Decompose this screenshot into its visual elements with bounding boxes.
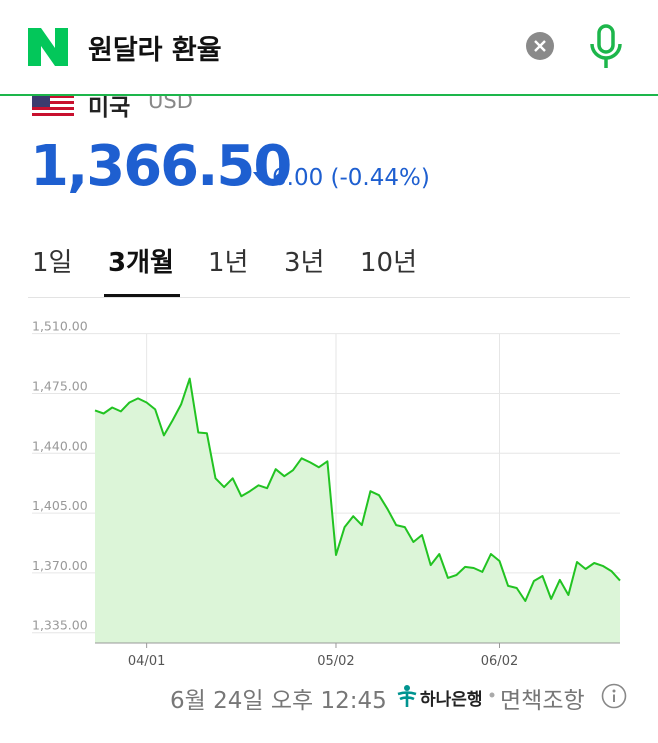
clear-button[interactable] [525, 31, 555, 61]
bank-logo [397, 685, 417, 707]
separator [489, 692, 495, 698]
period-tab[interactable]: 3년 [284, 248, 325, 278]
y-tick-label: 1,335.00 [32, 618, 88, 633]
price-change: 6.00 (-0.44%) [272, 165, 430, 191]
price-line [94, 377, 621, 602]
period-tabs: 1일 3개월 1년 3년 10년 [28, 240, 630, 298]
x-tick-label: 06/02 [481, 654, 518, 669]
change-percent: (-0.44%) [330, 165, 430, 191]
period-tab[interactable]: 1일 [32, 248, 73, 278]
search-query[interactable]: 원달라 환율 [88, 35, 222, 66]
timestamp: 6월 24일 오후 12:45 [170, 688, 387, 714]
period-tab[interactable]: 1년 [208, 248, 249, 278]
y-tick-label: 1,405.00 [32, 498, 88, 513]
bank-name: 하나은행 [420, 690, 483, 710]
y-tick-label: 1,475.00 [32, 378, 88, 393]
down-arrow [253, 172, 267, 181]
us-flag [32, 95, 74, 117]
disclaimer[interactable]: 면책조항 [500, 688, 585, 714]
period-tab[interactable]: 10년 [360, 248, 418, 278]
price: 1,366.50 [30, 134, 292, 199]
period-tab[interactable]: 3개월 [108, 248, 174, 278]
change-amount: 6.00 [272, 165, 324, 191]
x-tick-label: 05/02 [317, 654, 354, 669]
naver-logo[interactable] [28, 28, 68, 66]
country: 미국 [88, 95, 131, 121]
chart: 1,335.00 1,370.00 1,405.00 1,440.00 1,475.00… [32, 319, 621, 669]
y-tick-label: 1,510.00 [32, 319, 88, 334]
y-tick-label: 1,440.00 [32, 438, 88, 453]
tab-underline [104, 294, 180, 297]
search-header: 원달라 환율 [0, 0, 658, 96]
info-icon[interactable] [601, 683, 627, 709]
x-tick-label: 04/01 [128, 654, 165, 669]
voice-search[interactable] [588, 24, 624, 70]
y-tick-label: 1,370.00 [32, 558, 88, 573]
area-fill [95, 378, 620, 643]
